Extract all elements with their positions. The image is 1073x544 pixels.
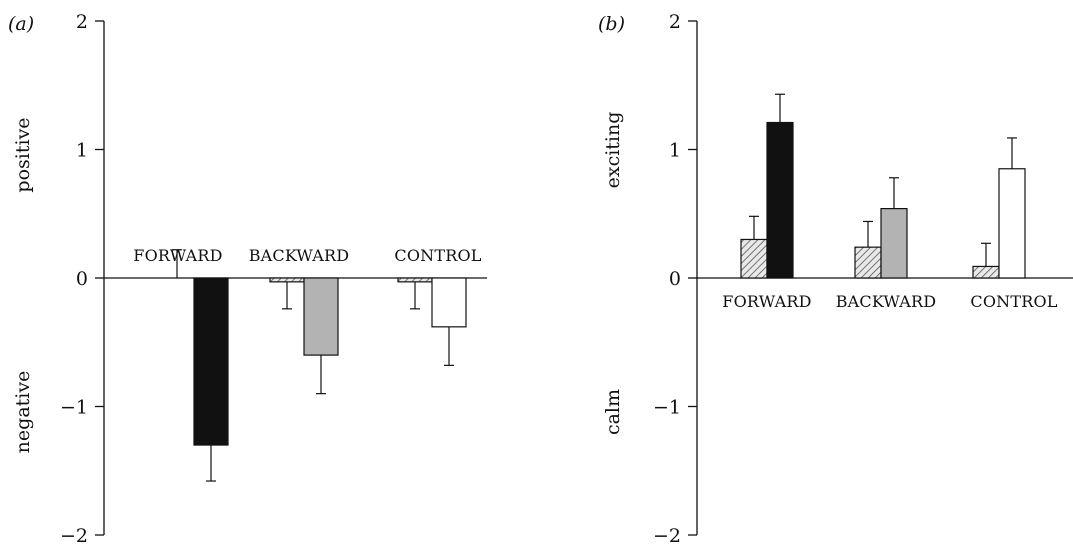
panel-a-label: (a) (8, 13, 34, 35)
panel-b-bar-control-hatched (972, 265, 1000, 279)
panel-b-ylabel-bottom: calm (602, 389, 624, 435)
panel-b-category-label: FORWARD (722, 292, 811, 311)
panel-a-category-label: BACKWARD (249, 246, 350, 265)
panel-a-category-label: FORWARD (133, 246, 222, 265)
panel-b-y-tick-label: −1 (653, 397, 681, 419)
panel-b-y-tick-label: −2 (653, 525, 681, 544)
panel-a-bar-backward-grey (303, 277, 339, 356)
panel-a-y-tick-label: −1 (60, 397, 88, 419)
panel-a-ylabel-top: positive (12, 117, 34, 192)
panel-a-bar-control-hatched (397, 277, 433, 283)
panel-b-bar-forward-hatched (740, 238, 768, 279)
panel-b-bar-forward-black (766, 121, 794, 279)
panel-a-bar-control-white (431, 277, 467, 328)
panel-a-y-axis: −2 −1 0 1 2 (60, 11, 105, 544)
panel-a-bar-backward-hatched (269, 277, 305, 283)
panel-a-y-tick-label: 2 (76, 11, 88, 33)
panel-a-y-tick-label: 0 (76, 268, 88, 290)
panel-b-label: (b) (598, 13, 625, 35)
panel-b-y-tick-label: 2 (669, 11, 681, 33)
panel-a: (a) −2 −1 0 1 2 positive negative FORWARD BAC… (8, 11, 487, 544)
panel-a-y-tick-label: 1 (76, 140, 88, 162)
panel-b-y-tick-label: 1 (669, 140, 681, 162)
panel-a-ylabel-bottom: negative (12, 371, 34, 454)
panel-b-y-tick-label: 0 (669, 268, 681, 290)
panel-a-y-tick-label: −2 (60, 525, 88, 544)
panel-b-bar-control-white (998, 168, 1026, 279)
panel-b-bar-backward-hatched (854, 246, 882, 279)
panel-b-bar-backward-grey (880, 208, 908, 279)
panel-b-category-label: BACKWARD (836, 292, 937, 311)
panel-b-y-axis: −2 −1 0 1 2 (653, 11, 698, 544)
panel-a-category-label: CONTROL (394, 246, 481, 265)
panel-b-ylabel-top: exciting (602, 112, 624, 189)
panel-b: (b) −2 −1 0 1 2 exciting calm FORWARD BACKWAR… (598, 11, 1073, 544)
panel-a-bar-forward-black (193, 277, 229, 446)
panel-b-category-label: CONTROL (970, 292, 1057, 311)
